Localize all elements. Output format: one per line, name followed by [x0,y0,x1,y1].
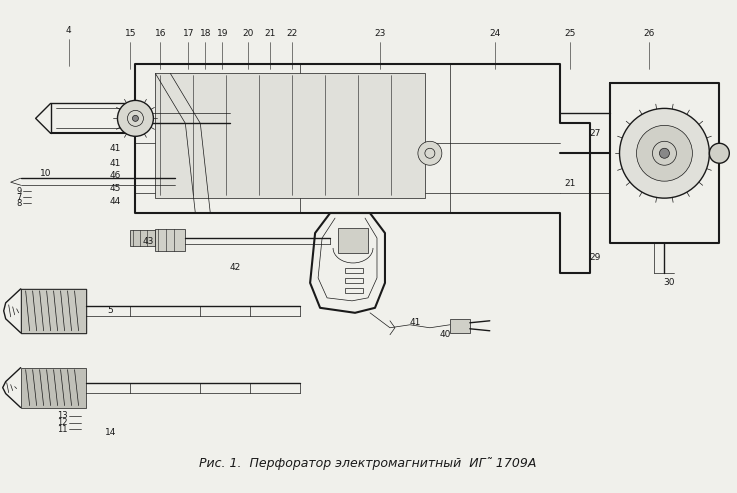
Text: 12: 12 [57,418,68,427]
Text: 29: 29 [589,253,600,262]
Text: 41: 41 [110,159,121,168]
Bar [130,230,156,246]
Text: 41: 41 [409,318,421,327]
Bar [345,278,363,283]
Text: 25: 25 [564,29,576,38]
Text: 14: 14 [105,428,116,437]
Text: 41: 41 [110,144,121,153]
Circle shape [709,143,730,163]
Text: Рис. 1.  Перфоратор электромагнитный  ИГ˜ 1709А: Рис. 1. Перфоратор электромагнитный ИГ˜ … [199,458,537,470]
Text: 4: 4 [66,26,71,35]
Bar [21,368,85,408]
Text: 40: 40 [439,330,450,339]
Text: 13: 13 [57,411,68,420]
Text: 27: 27 [589,129,600,138]
Text: 46: 46 [110,171,121,180]
Text: 23: 23 [374,29,385,38]
Text: 10: 10 [40,169,52,177]
Text: 42: 42 [230,263,241,273]
Text: 26: 26 [644,29,655,38]
Text: 20: 20 [242,29,254,38]
Text: 17: 17 [183,29,194,38]
Text: 30: 30 [664,279,675,287]
Text: 21: 21 [265,29,276,38]
Text: 22: 22 [287,29,298,38]
Text: 8: 8 [16,199,21,208]
Text: 45: 45 [110,184,121,193]
Circle shape [637,125,692,181]
Text: 24: 24 [489,29,500,38]
Text: 18: 18 [200,29,211,38]
Circle shape [117,101,153,136]
Circle shape [660,148,669,158]
Bar [345,288,363,293]
Text: 9: 9 [16,187,21,196]
Circle shape [133,115,139,121]
Bar [345,268,363,273]
Bar [21,289,85,333]
Bar [156,73,425,198]
Text: 21: 21 [564,178,576,188]
Text: 16: 16 [155,29,166,38]
Circle shape [418,141,442,165]
Bar [156,229,185,251]
Text: 15: 15 [125,29,136,38]
Bar [338,228,368,253]
Text: 44: 44 [110,197,121,206]
Text: 11: 11 [57,425,68,434]
Text: 19: 19 [217,29,228,38]
Bar [450,319,469,333]
Circle shape [620,108,709,198]
Text: 7: 7 [16,193,21,202]
Text: 5: 5 [108,306,113,316]
Text: 43: 43 [143,237,154,246]
